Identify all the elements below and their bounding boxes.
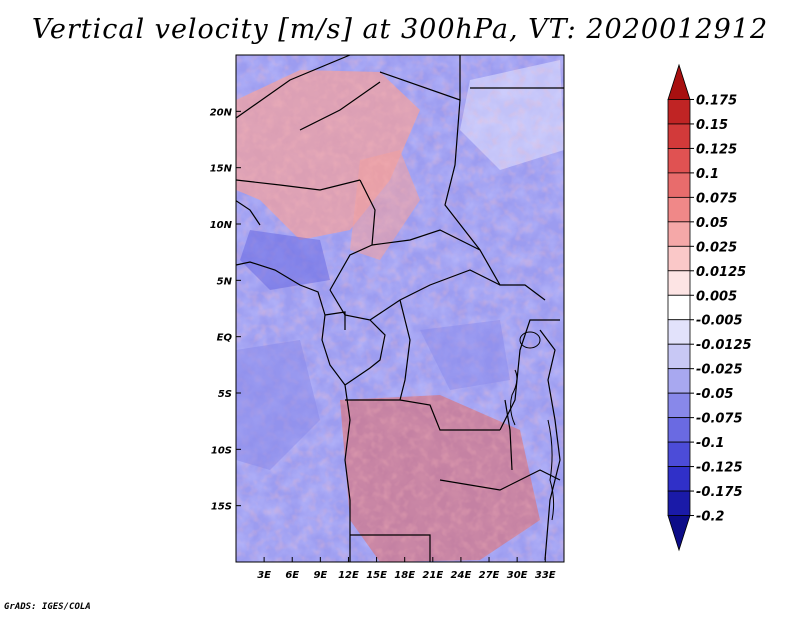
- lakes: [510, 331, 555, 521]
- colorbar-swatch: [667, 245, 691, 272]
- colorbar-swatch: [667, 172, 691, 198]
- x-tick-label: 15E: [366, 570, 387, 581]
- x-tick-label: 21E: [422, 570, 443, 581]
- x-tick-label: 9E: [313, 570, 327, 581]
- x-tick-label: 12E: [338, 570, 359, 581]
- x-tick-label: 24E: [451, 570, 472, 581]
- colorbar-swatch: [667, 270, 691, 296]
- colorbar-label: 0.1: [696, 167, 719, 182]
- country-borders: [236, 55, 564, 562]
- colorbar-label: 0.025: [696, 240, 737, 255]
- colorbar-swatch: [667, 368, 691, 394]
- colorbar-swatch: [667, 392, 691, 419]
- colorbar-swatch: [667, 343, 691, 370]
- colorbar-label: -0.075: [696, 412, 743, 427]
- colorbar-swatch: [667, 221, 691, 247]
- colorbar-swatch: [667, 515, 691, 552]
- y-tick-label: 15N: [210, 164, 233, 175]
- y-axis: 20N 15N 10N 5N EQ 5S 10S 15S: [210, 107, 241, 513]
- x-tick-label: 18E: [394, 570, 415, 581]
- x-tick-label: 6E: [285, 570, 299, 581]
- colorbar: 0.175 0.15 0.125 0.1 0.075 0.05 0.025 0.0125 0.0…: [667, 63, 752, 552]
- colorbar-label: -0.005: [696, 314, 743, 329]
- colorbar-swatch: [667, 319, 691, 345]
- colorbar-label: 0.125: [696, 142, 737, 157]
- y-tick-label: EQ: [217, 333, 233, 344]
- y-tick-label: 10N: [210, 220, 233, 231]
- velocity-field: [236, 55, 564, 562]
- colorbar-label: -0.0125: [696, 338, 752, 353]
- colorbar-label: -0.2: [696, 510, 724, 525]
- colorbar-swatch: [667, 490, 691, 516]
- y-tick-label: 5N: [217, 276, 233, 287]
- x-tick-label: 27E: [479, 570, 500, 581]
- colorbar-label: 0.005: [696, 289, 737, 304]
- colorbar-swatch: [667, 63, 691, 100]
- colorbar-swatch: [667, 123, 691, 149]
- colorbar-swatch: [667, 294, 691, 321]
- colorbar-swatch: [667, 148, 691, 174]
- colorbar-swatch: [667, 441, 691, 467]
- colorbar-label: 0.15: [696, 118, 728, 133]
- credit-label: GrADS: IGES/COLA: [4, 602, 91, 612]
- colorbar-swatch: [667, 196, 691, 223]
- x-tick-label: 30E: [507, 570, 528, 581]
- x-tick-label: 33E: [535, 570, 556, 581]
- colorbar-label: -0.1: [696, 436, 724, 451]
- y-tick-label: 5S: [218, 389, 232, 400]
- x-tick-label: 3E: [257, 570, 271, 581]
- colorbar-label: 0.175: [696, 93, 737, 108]
- colorbar-swatch: [667, 99, 691, 125]
- colorbar-swatch: [667, 417, 691, 443]
- colorbar-label: -0.025: [696, 363, 743, 378]
- x-axis: 3E 6E 9E 12E 15E 18E 21E 24E 27E 30E 33E: [257, 557, 556, 581]
- y-tick-label: 15S: [211, 502, 232, 513]
- colorbar-swatch: [667, 466, 691, 492]
- colorbar-label: -0.175: [696, 485, 743, 500]
- chart-title: Vertical velocity [m/s] at 300hPa, VT: 2…: [31, 14, 769, 45]
- y-tick-label: 10S: [211, 445, 232, 456]
- colorbar-label: 0.05: [696, 216, 728, 231]
- y-tick-label: 20N: [210, 107, 233, 118]
- colorbar-label: -0.125: [696, 461, 743, 476]
- colorbar-label: 0.0125: [696, 265, 746, 280]
- colorbar-label: 0.075: [696, 191, 737, 206]
- colorbar-label: -0.05: [696, 387, 733, 402]
- plot-frame: [235, 54, 565, 563]
